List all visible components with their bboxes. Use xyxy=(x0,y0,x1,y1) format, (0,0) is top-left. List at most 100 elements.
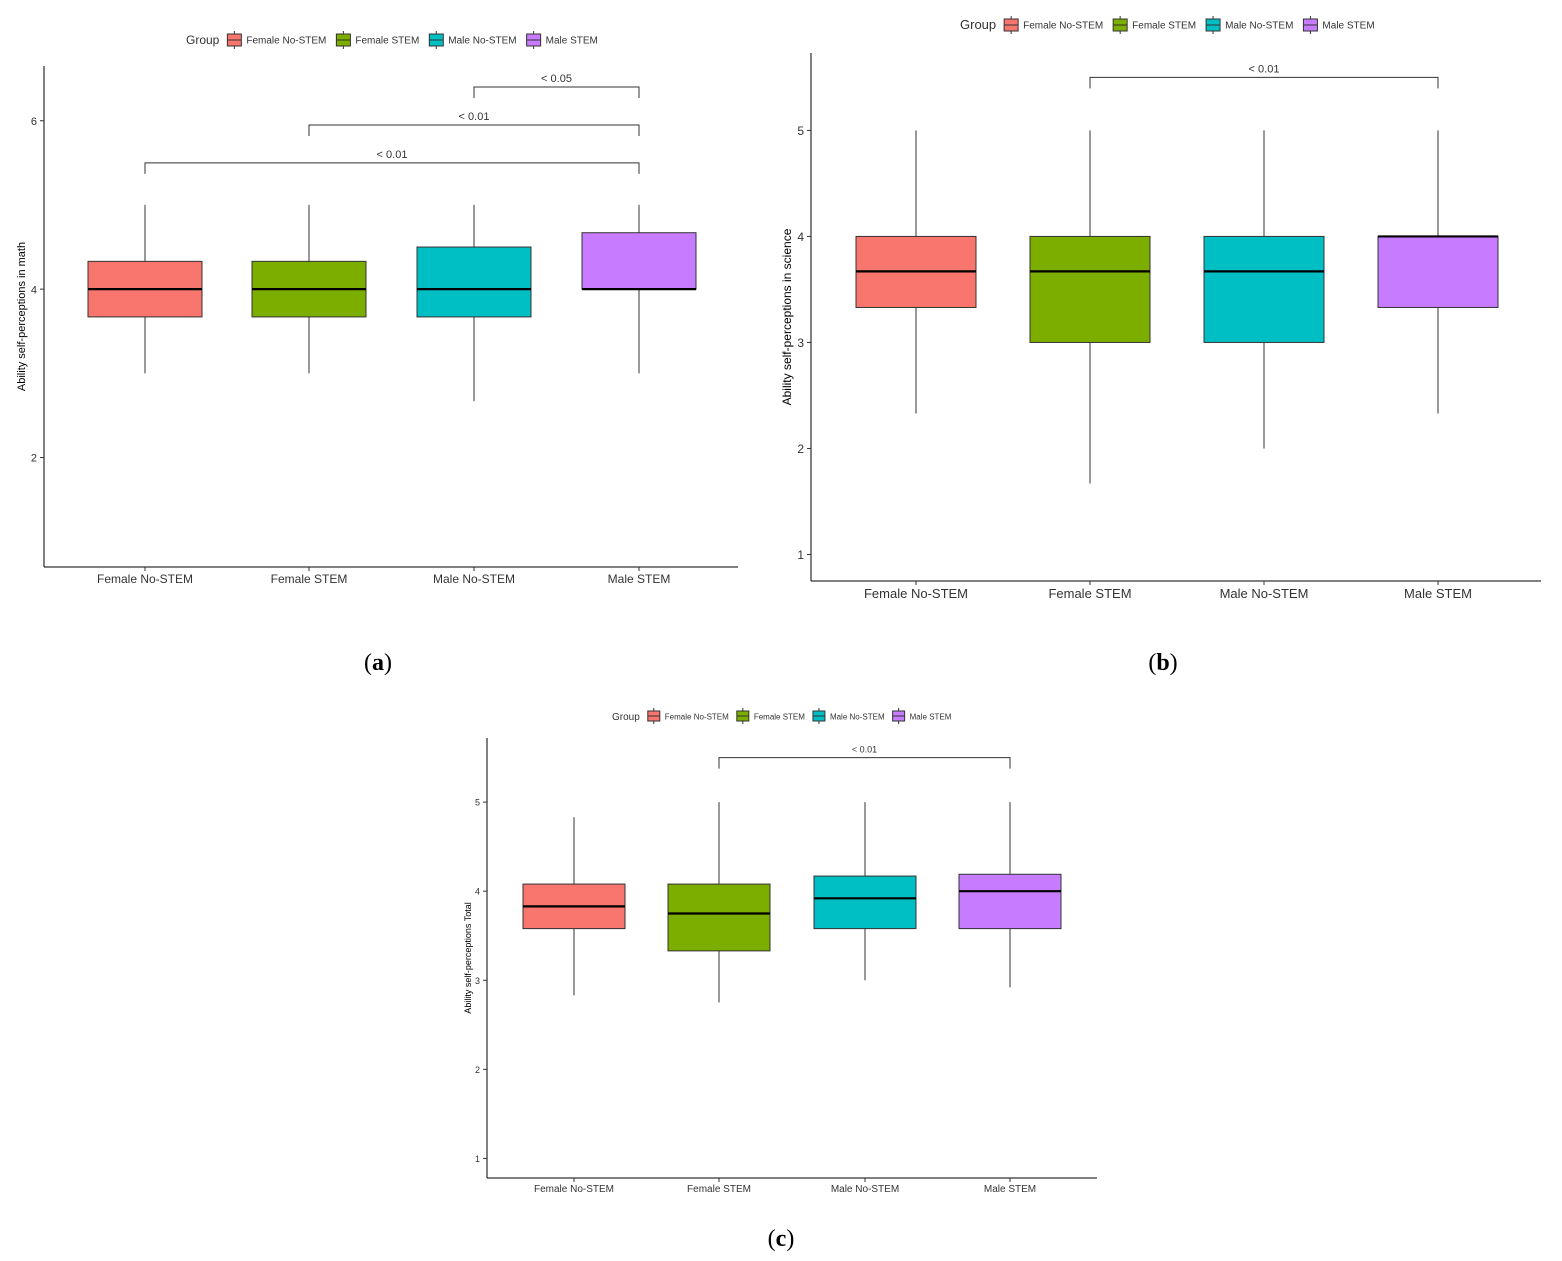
chart-a-bracket-line-1 xyxy=(308,124,640,136)
chart-b-ytick-label-4: 4 xyxy=(797,230,804,244)
chart-a-iqr-rect-male-no-stem xyxy=(416,246,532,318)
chart-b-legend-label-female-no-stem: Female No-STEM xyxy=(1023,21,1103,32)
chart-c-xtick-label-male-no-stem: Male No-STEM xyxy=(831,1184,899,1195)
chart-b-xtick-label-male-stem: Male STEM xyxy=(1404,586,1472,601)
chart-b-legend-label-male-stem: Male STEM xyxy=(1322,21,1374,32)
chart-b-box-male-stem xyxy=(1377,130,1499,414)
chart-c-legend-key-male-stem xyxy=(892,708,906,724)
chart-a-legend-key-female-no-stem xyxy=(226,31,242,49)
chart-a-bracket-2: < 0.01 xyxy=(144,149,640,174)
chart-a-iqr-rect-male-stem xyxy=(581,232,697,290)
chart-a-xtick-label-female-no-stem: Female No-STEM xyxy=(97,572,193,586)
chart-b-iqr-rect-male-stem xyxy=(1377,235,1499,308)
chart-c-bracket-line-0 xyxy=(718,757,1011,769)
chart-c-legend-label-male-no-stem: Male No-STEM xyxy=(830,713,885,722)
chart-c-ytick-label-1: 1 xyxy=(475,1154,480,1164)
chart-b-ytick-label-1: 1 xyxy=(797,548,804,562)
chart-a-legend-key-male-stem xyxy=(526,31,542,49)
chart-c-xtick-label-female-stem: Female STEM xyxy=(687,1184,751,1195)
chart-c-bracket-0: < 0.01 xyxy=(718,745,1011,769)
chart-c-ytick-label-4: 4 xyxy=(475,887,480,897)
chart-b-xtick-label-female-no-stem: Female No-STEM xyxy=(864,586,968,601)
chart-a-xtick-label-male-stem: Male STEM xyxy=(608,572,671,586)
chart-c-iqr-rect-male-stem xyxy=(958,873,1062,930)
chart-c-ytick-label-5: 5 xyxy=(475,798,480,808)
chart-b-bracket-0: < 0.01 xyxy=(1089,63,1439,89)
chart-c-legend-key-male-no-stem xyxy=(812,708,826,724)
chart-b-legend-label-male-no-stem: Male No-STEM xyxy=(1225,21,1293,32)
chart-a-ytick-label-4: 4 xyxy=(31,284,37,296)
chart-c-box-male-stem xyxy=(958,802,1062,988)
chart-a-box-female-stem xyxy=(251,204,367,374)
chart-a-legend-label-female-stem: Female STEM xyxy=(355,36,419,47)
chart-c-bracket-label-0: < 0.01 xyxy=(852,745,877,755)
chart-a-bracket-label-0: < 0.05 xyxy=(541,73,572,85)
panel-b-caption-letter: b xyxy=(1156,650,1169,676)
chart-c-box-female-stem xyxy=(667,802,771,1003)
chart-c-legend-label-female-stem: Female STEM xyxy=(754,713,805,722)
panel-c-caption-letter: c xyxy=(776,1226,787,1252)
chart-b-bracket-label-0: < 0.01 xyxy=(1249,63,1280,75)
panel-c: Group Female No-STEM Female STEM Male No-ST… xyxy=(463,708,1097,1195)
chart-a-ytick-label-6: 6 xyxy=(31,116,37,128)
chart-a-xtick-label-female-stem: Female STEM xyxy=(271,572,348,586)
chart-c-ytick-label-3: 3 xyxy=(475,976,480,986)
chart-b-legend-key-female-no-stem xyxy=(1003,16,1019,34)
chart-c-iqr-rect-female-stem xyxy=(667,883,771,952)
chart-c-ytick-label-2: 2 xyxy=(475,1065,480,1075)
chart-a-bracket-line-2 xyxy=(144,162,640,174)
chart-a-bracket-1: < 0.01 xyxy=(308,111,640,136)
chart-a-legend-label-male-stem: Male STEM xyxy=(546,36,598,47)
panel-a-caption-letter: a xyxy=(372,650,384,676)
chart-a-box-female-no-stem xyxy=(87,204,203,374)
chart-b-legend-label-female-stem: Female STEM xyxy=(1132,21,1196,32)
chart-b-box-female-no-stem xyxy=(855,130,977,414)
chart-a-legend-key-male-no-stem xyxy=(428,31,444,49)
chart-a-legend-title: Group xyxy=(186,33,220,47)
chart-c-legend-title: Group xyxy=(612,712,640,723)
panel-c-caption: (c) xyxy=(768,1226,795,1252)
chart-b-legend-key-female-stem xyxy=(1112,16,1128,34)
chart-b-iqr-rect-male-no-stem xyxy=(1203,235,1325,343)
chart-a-bracket-0: < 0.05 xyxy=(473,73,640,99)
chart-b-legend-key-male-no-stem xyxy=(1205,16,1221,34)
chart-c-xtick-label-male-stem: Male STEM xyxy=(984,1184,1036,1195)
chart-a-box-male-stem xyxy=(581,204,697,374)
chart-a-xtick-label-male-no-stem: Male No-STEM xyxy=(433,572,515,586)
chart-c-legend-key-female-stem xyxy=(736,708,750,724)
chart-b-y-axis-label: Ability self-perceptions in science xyxy=(780,228,794,405)
chart-a-bracket-label-2: < 0.01 xyxy=(377,149,408,161)
chart-b-iqr-rect-female-stem xyxy=(1029,235,1151,343)
panel-a: Group Female No-STEM Female STEM Male No-ST… xyxy=(16,31,738,586)
chart-a-bracket-label-1: < 0.01 xyxy=(459,111,490,123)
chart-b-legend-key-male-stem xyxy=(1302,16,1318,34)
chart-b-bracket-line-0 xyxy=(1089,76,1439,89)
panel-a-caption: (a) xyxy=(364,650,392,676)
chart-b-legend-title: Group xyxy=(960,17,996,32)
chart-a-box-male-no-stem xyxy=(416,204,532,402)
chart-b-ytick-label-5: 5 xyxy=(797,124,804,138)
chart-a-bracket-line-0 xyxy=(473,86,640,99)
chart-a-legend-label-male-no-stem: Male No-STEM xyxy=(448,36,516,47)
chart-b-xtick-label-male-no-stem: Male No-STEM xyxy=(1220,586,1309,601)
chart-b-xtick-label-female-stem: Female STEM xyxy=(1048,586,1131,601)
panel-b-caption: (b) xyxy=(1148,650,1177,676)
chart-a-legend-key-female-stem xyxy=(335,31,351,49)
chart-c-box-male-no-stem xyxy=(813,802,917,981)
chart-c-y-axis-label: Ability self-perceptions Total xyxy=(463,902,473,1013)
chart-c-box-female-no-stem xyxy=(522,817,626,996)
chart-b-ytick-label-3: 3 xyxy=(797,336,804,350)
chart-a-ytick-label-2: 2 xyxy=(31,453,37,465)
panel-b: Group Female No-STEM Female STEM Male No-ST… xyxy=(780,16,1541,601)
chart-a-legend-label-female-no-stem: Female No-STEM xyxy=(246,36,326,47)
chart-a-y-axis-label: Ability self-perceptions in math xyxy=(16,242,28,391)
chart-c-iqr-rect-male-no-stem xyxy=(813,875,917,930)
chart-b-box-female-stem xyxy=(1029,130,1151,484)
chart-b-ytick-label-2: 2 xyxy=(797,442,804,456)
chart-c-legend-label-male-stem: Male STEM xyxy=(910,713,952,722)
chart-c-xtick-label-female-no-stem: Female No-STEM xyxy=(534,1184,614,1195)
chart-b-box-male-no-stem xyxy=(1203,130,1325,449)
chart-c-legend-key-female-no-stem xyxy=(647,708,661,724)
chart-c-legend-label-female-no-stem: Female No-STEM xyxy=(665,713,729,722)
